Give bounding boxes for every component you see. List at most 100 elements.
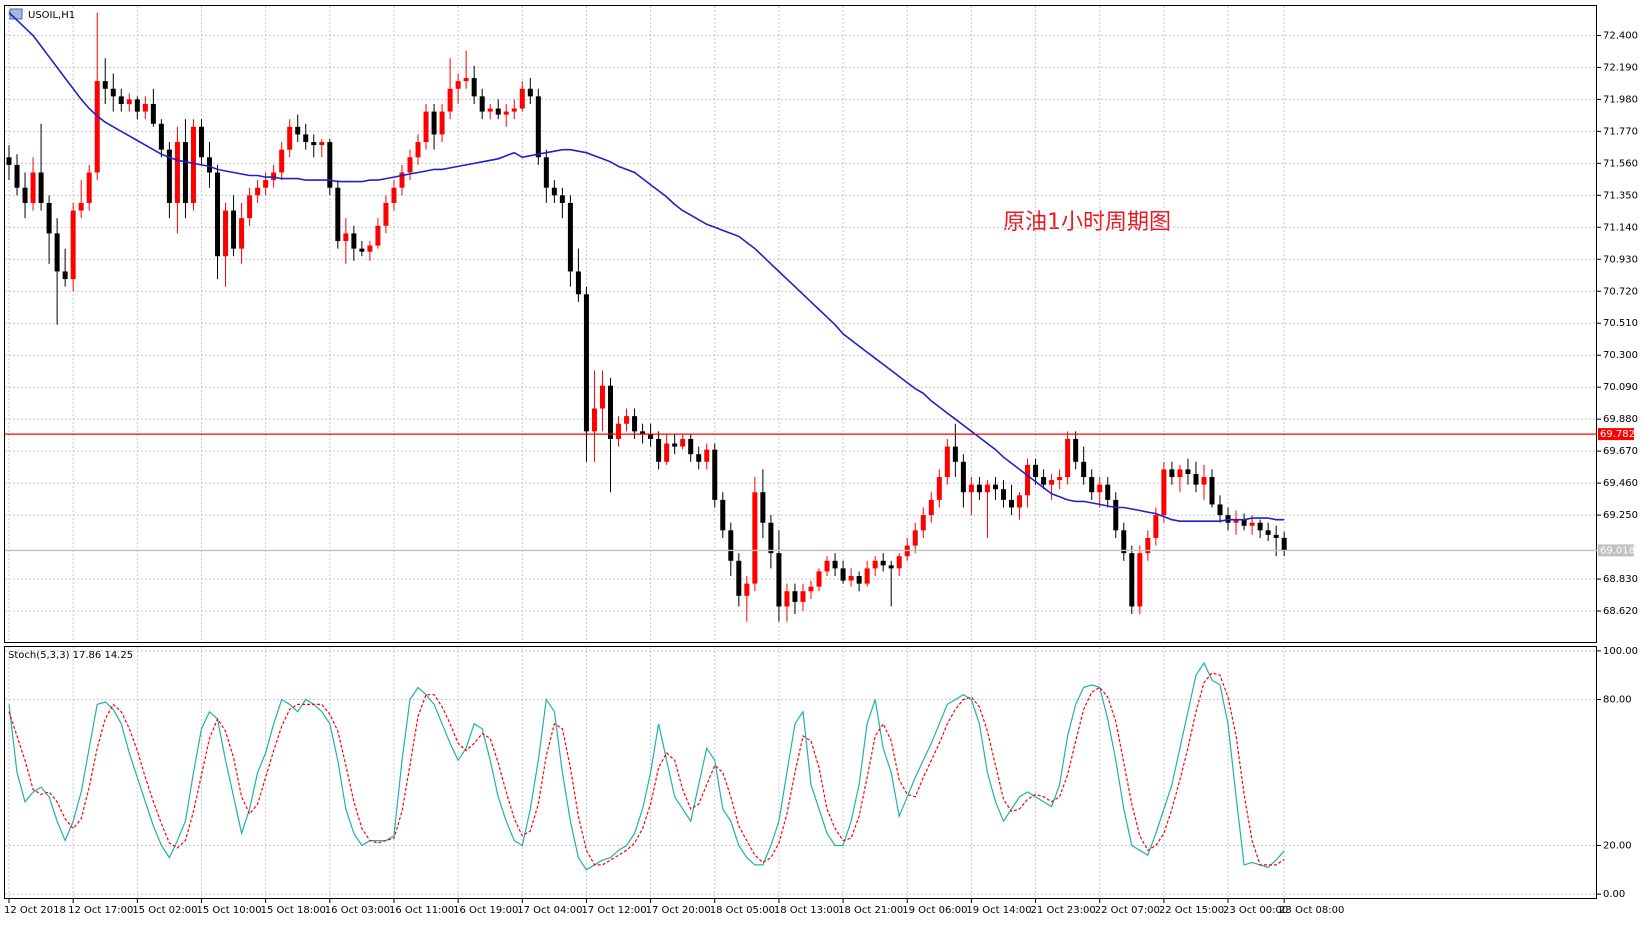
price-label-box [1598,428,1634,441]
candle-body [856,576,862,584]
candle-body [1041,477,1047,485]
candle-body [640,431,646,435]
candle-body [399,172,405,188]
candle-body [720,499,726,531]
candle-body [102,81,108,89]
candle-body [1089,477,1095,493]
candle-body [198,126,204,158]
candle-body [118,96,124,104]
y-tick-label: 68.620 [1603,606,1638,617]
candle-body [6,157,12,165]
candle-body [608,385,613,439]
candle-body [872,560,878,569]
candle-body [704,449,710,462]
candle-body [575,271,581,295]
candle-body [423,111,429,143]
candle-body [455,81,461,89]
candle-body [1065,438,1071,478]
candle-body [800,591,806,602]
candle-body [632,416,638,432]
candle-body [375,225,381,246]
candle-body [744,583,750,596]
candle-body [142,103,148,112]
candle-body [1113,499,1119,531]
candle-body [688,438,694,455]
candle-body [664,443,670,462]
candle-body [968,484,974,493]
y-tick-label: 71.140 [1603,222,1638,233]
moving-average [8,12,1285,522]
candle-body [527,88,533,97]
candle-body [415,142,421,158]
candle-body [62,271,68,280]
stoch-line [8,672,1285,866]
candle-body [295,126,301,135]
y-tick-label: 69.880 [1603,414,1638,425]
x-tick-label: 23 Oct 08:00 [1279,905,1344,916]
candle-body [503,111,509,115]
candle-body [1057,477,1063,481]
candle-body [599,385,605,409]
candle-body [1137,553,1143,607]
stoch-title: Stoch(5,3,3) 17.86 14.25 [8,650,133,661]
x-tick-label: 12 Oct 17:00 [68,905,133,916]
x-tick-label: 18 Oct 13:00 [774,905,839,916]
candle-body [367,245,373,252]
candle-body [479,96,485,112]
candle-body [343,233,349,242]
candle-body [984,484,990,493]
x-tick-label: 16 Oct 19:00 [453,905,518,916]
candle-body [110,88,116,97]
candle-body [78,202,84,211]
candle-body [1049,480,1055,485]
candle-body [519,88,525,109]
candle-body [207,157,212,173]
candle-body [303,134,309,143]
candle-body [1193,473,1199,485]
candle-body [22,187,28,203]
candle-body [1153,515,1159,538]
y-tick-label: 69.250 [1603,510,1638,521]
candle-body [46,202,52,234]
y-tick-label: 71.980 [1603,94,1638,105]
x-tick-label: 15 Oct 18:00 [261,905,326,916]
candle-body [1025,464,1031,496]
annotation: 原油1小时周期图 [1003,210,1171,235]
candle-body [439,111,445,135]
candle-body [255,187,261,196]
candle-body [174,142,180,203]
x-tick-label: 19 Oct 14:00 [966,905,1031,916]
x-tick-label: 16 Oct 11:00 [389,905,454,916]
candle-body [624,416,630,424]
candle-body [327,142,333,188]
x-tick-label: 15 Oct 02:00 [132,905,197,916]
candle-body [70,210,76,280]
chart-icon [9,8,23,20]
candle-body [832,560,838,569]
candle-body [1033,464,1039,478]
x-tick-label: 17 Oct 12:00 [581,905,646,916]
candle-body [792,591,798,602]
candle-body [1257,522,1263,531]
candle-body [391,187,397,203]
y-tick-label: 80.00 [1603,695,1632,706]
x-tick-label: 16 Oct 03:00 [325,905,390,916]
candle-body [471,78,477,97]
stoch-panel-frame [4,646,1597,899]
candle-body [182,142,188,203]
candle-body [335,187,341,242]
candle-body [1145,537,1151,554]
candle-body [1177,469,1183,478]
candle-body [543,157,549,188]
candle-body [559,195,565,203]
candle-body [279,149,285,173]
candle-body [359,248,365,252]
candle-body [126,99,132,104]
candle-body [150,103,156,124]
candle-body [1169,469,1175,478]
candle-body [30,172,36,203]
y-tick-label: 71.560 [1603,158,1638,169]
candle-body [712,449,718,500]
